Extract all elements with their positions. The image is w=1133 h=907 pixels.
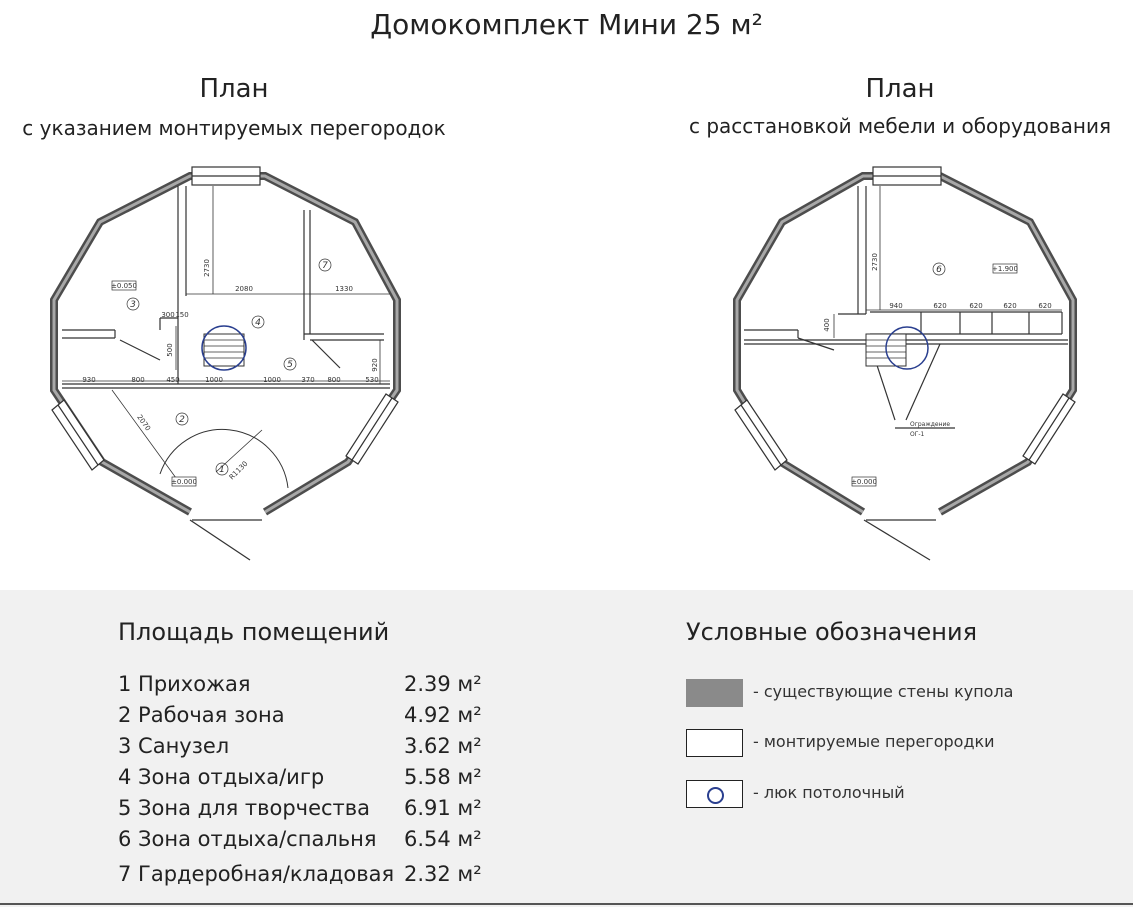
legend-label: - монтируемые перегородки: [753, 732, 995, 751]
area-name: 4 Зона отдыха/игр: [118, 765, 325, 789]
dim-label: 620: [1003, 302, 1016, 310]
legend-title: Условные обозначения: [686, 618, 978, 646]
room-numbers: 6: [932, 262, 946, 276]
dim-label: 150: [175, 311, 188, 319]
plan-right-heading: План: [865, 74, 935, 104]
annotation-line-2: ОГ-1: [910, 431, 925, 438]
dim-label: 300: [161, 311, 174, 319]
dim-label: 620: [1038, 302, 1051, 310]
area-name: 3 Санузел: [118, 734, 230, 758]
plan-left-heading: План: [199, 74, 269, 104]
room-number: 4: [255, 318, 261, 328]
partition-swatch: [686, 729, 743, 757]
radius-arc: [159, 428, 289, 489]
dim-label: 1000: [205, 376, 223, 384]
dimension-lines: [62, 186, 390, 479]
level-label: ±0.050: [111, 282, 137, 290]
bottom-divider: [0, 903, 1133, 905]
level-marks: +1.900 ±0.000: [851, 263, 1018, 487]
level-marks: ±0.050 ±0.000: [111, 280, 197, 487]
hatch-swatch: [686, 780, 743, 808]
area-name: 5 Зона для творчества: [118, 796, 371, 820]
plan-left-subtitle: с указанием монтируемых перегородок: [22, 116, 446, 140]
dim-label: 920: [371, 358, 379, 371]
room-number: 5: [287, 360, 293, 370]
room-number: 6: [936, 265, 942, 275]
dim-label: 2080: [235, 285, 253, 293]
room-number: 3: [130, 300, 136, 310]
area-value: 3.62 м²: [404, 734, 482, 758]
areas-title: Площадь помещений: [118, 618, 390, 646]
room-number: 7: [322, 261, 328, 271]
level-label: ±0.000: [171, 478, 197, 486]
area-value: 6.91 м²: [404, 796, 482, 820]
ceiling-hatch: [201, 325, 247, 371]
dim-label: 1330: [335, 285, 353, 293]
level-label: ±0.000: [851, 478, 877, 486]
area-value: 6.54 м²: [404, 827, 482, 851]
info-panel: [0, 590, 1133, 907]
dim-label: 800: [131, 376, 144, 384]
dim-label: 530: [365, 376, 378, 384]
dim-label: 400: [823, 318, 831, 331]
dim-label: 450: [166, 376, 179, 384]
area-name: 2 Рабочая зона: [118, 703, 285, 727]
area-value: 2.32 м²: [404, 862, 482, 886]
area-name: 7 Гардеробная/кладовая: [118, 862, 395, 886]
windows: [734, 166, 1076, 471]
windows: [51, 166, 399, 471]
dim-label: 620: [969, 302, 982, 310]
room-number: 1: [219, 465, 225, 475]
dim-label: 940: [889, 302, 902, 310]
partitions: [62, 186, 390, 389]
dim-label: 370: [301, 376, 314, 384]
mezzanine: [744, 186, 1068, 429]
dim-label: 500: [166, 343, 174, 356]
legend-label: - существующие стены купола: [753, 682, 1014, 701]
floor-plan-furniture: 2730 940 620 620 620 620 400 +1.900 ±0.0…: [733, 166, 1077, 561]
entrance-door: [189, 519, 262, 561]
dim-label: 930: [82, 376, 95, 384]
area-value: 2.39 м²: [404, 672, 482, 696]
dimension-lines: [833, 186, 1062, 338]
dimension-labels: 2730 940 620 620 620 620 400: [823, 253, 1052, 332]
entrance-door: [863, 519, 936, 561]
railing-annotation: Ограждение ОГ-1: [910, 421, 950, 438]
dim-label: 620: [933, 302, 946, 310]
floor-plan-partitions: 2730 2080 1330 300 150 500 930 800 450 1…: [50, 166, 401, 561]
annotation-line-1: Ограждение: [910, 421, 950, 428]
hatch-circle-icon: [707, 787, 724, 804]
area-name: 6 Зона отдыха/спальня: [118, 827, 377, 851]
ceiling-hatch: [865, 326, 929, 370]
legend-label: - люк потолочный: [753, 783, 905, 802]
dim-label: 2730: [871, 253, 879, 271]
area-value: 4.92 м²: [404, 703, 482, 727]
room-number: 2: [179, 415, 185, 425]
area-value: 5.58 м²: [404, 765, 482, 789]
page-title: Домокомплект Мини 25 м²: [370, 8, 763, 41]
area-name: 1 Прихожая: [118, 672, 251, 696]
plan-right-subtitle: с расстановкой мебели и оборудования: [688, 114, 1112, 138]
dim-label: 800: [327, 376, 340, 384]
dim-label: 2730: [203, 259, 211, 277]
dim-label: 1000: [263, 376, 281, 384]
level-label: +1.900: [992, 265, 1018, 273]
wall-swatch: [686, 679, 743, 707]
room-numbers: 1 2 3 4 5 7: [126, 258, 332, 476]
